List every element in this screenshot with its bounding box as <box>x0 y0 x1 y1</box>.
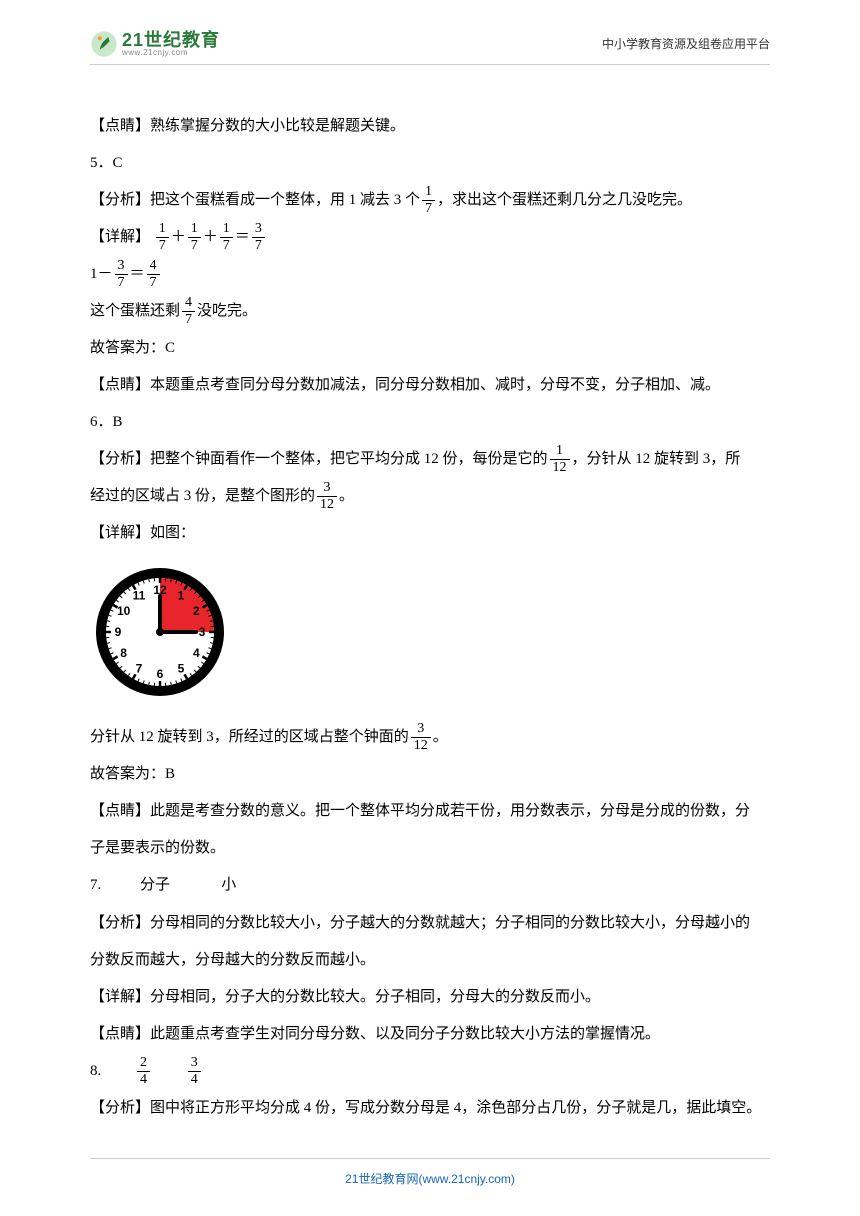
svg-text:8: 8 <box>120 646 127 660</box>
text-line: 【点睛】本题重点考查同分母分数加减法，同分母分数相加、减时，分母不变，分子相加、… <box>90 369 770 402</box>
fraction: 17 <box>188 222 201 253</box>
svg-text:9: 9 <box>115 625 122 639</box>
text-line: 【分析】把这个蛋糕看成一个整体，用 1 减去 3 个17，求出这个蛋糕还剩几分之… <box>90 184 770 217</box>
text-span: 1－ <box>90 266 113 282</box>
svg-text:3: 3 <box>199 625 206 639</box>
fraction-answer: 34 <box>186 1063 203 1079</box>
blank-answer: 分子 <box>135 869 175 903</box>
text-span: ＝ <box>130 266 145 282</box>
text-span: 【分析】把整个钟面看作一个整体，把它平均分成 12 份，每份是它的 <box>90 451 548 467</box>
page-footer: 21世纪教育网(www.21cnjy.com) <box>90 1158 770 1191</box>
svg-text:5: 5 <box>178 661 185 675</box>
logo-text: 21世纪教育 www.21cnjy.com <box>122 31 220 57</box>
fraction: 17 <box>220 222 233 253</box>
text-line: 【分析】图中将正方形平均分成 4 份，写成分数分母是 4，涂色部分占几份，分子就… <box>90 1092 770 1125</box>
text-line: 【详解】分母相同，分子大的分数比较大。分子相同，分母大的分数反而小。 <box>90 981 770 1014</box>
text-line: 【详解】 17＋17＋17＝37 <box>90 221 770 254</box>
fraction: 112 <box>550 444 570 475</box>
text-span: 分针从 12 旋转到 3，所经过的区域占整个钟面的 <box>90 729 409 745</box>
text-line: 【点睛】此题重点考查学生对同分母分数、以及同分子分数比较大小方法的掌握情况。 <box>90 1018 770 1051</box>
text-line: 【分析】分母相同的分数比较大小，分子越大的分数就越大；分子相同的分数比较大小，分… <box>90 907 770 940</box>
text-span: ，求出这个蛋糕还剩几分之几没吃完。 <box>437 192 692 208</box>
svg-text:6: 6 <box>157 667 164 681</box>
text-line: 6．B <box>90 406 770 439</box>
fraction: 47 <box>147 259 160 290</box>
fraction: 17 <box>156 222 169 253</box>
text-line: 【详解】如图： <box>90 517 770 550</box>
text-span: 8. <box>90 1063 101 1079</box>
fraction: 37 <box>115 259 128 290</box>
text-span: 这个蛋糕还剩 <box>90 303 180 319</box>
fraction: 34 <box>188 1056 201 1087</box>
text-line: 分数反而越大，分母越大的分数反而越小。 <box>90 944 770 977</box>
text-span: 。 <box>339 488 354 504</box>
fraction: 17 <box>422 185 435 216</box>
text-line: 1－37＝47 <box>90 258 770 291</box>
logo-main-text: 21世纪教育 <box>122 31 220 49</box>
clock-diagram: 121234567891011 <box>90 562 230 702</box>
header-right-text: 中小学教育资源及组卷应用平台 <box>602 32 770 56</box>
fraction: 312 <box>411 722 431 753</box>
text-line: 子是要表示的份数。 <box>90 832 770 865</box>
text-span: 【分析】把这个蛋糕看成一个整体，用 1 减去 3 个 <box>90 192 420 208</box>
text-span: 没吃完。 <box>197 303 257 319</box>
fraction-answer: 24 <box>135 1063 152 1079</box>
text-line: 【点睛】此题是考查分数的意义。把一个整体平均分成若干份，用分数表示，分母是分成的… <box>90 795 770 828</box>
document-content: 【点睛】熟练掌握分数的大小比较是解题关键。 5．C 【分析】把这个蛋糕看成一个整… <box>90 110 770 1125</box>
text-line: 【分析】把整个钟面看作一个整体，把它平均分成 12 份，每份是它的112，分针从… <box>90 443 770 476</box>
text-span: 经过的区域占 3 份，是整个图形的 <box>90 488 315 504</box>
svg-text:7: 7 <box>136 661 143 675</box>
page-header: 21世纪教育 www.21cnjy.com 中小学教育资源及组卷应用平台 <box>90 30 770 65</box>
text-line: 分针从 12 旋转到 3，所经过的区域占整个钟面的312。 <box>90 721 770 754</box>
svg-text:4: 4 <box>193 646 200 660</box>
text-line: 经过的区域占 3 份，是整个图形的312。 <box>90 480 770 513</box>
text-span: ，分针从 12 旋转到 3，所 <box>572 451 741 467</box>
text-line: 故答案为：B <box>90 758 770 791</box>
fraction: 47 <box>182 296 195 327</box>
fraction: 37 <box>252 222 265 253</box>
text-line: 8. 24 34 <box>90 1055 770 1088</box>
logo-icon <box>90 30 118 58</box>
svg-text:10: 10 <box>117 604 131 618</box>
text-span: 【详解】 <box>90 229 150 245</box>
text-line: 7. 分子 小 <box>90 869 770 903</box>
site-logo: 21世纪教育 www.21cnjy.com <box>90 30 220 58</box>
svg-text:2: 2 <box>193 604 200 618</box>
text-line: 这个蛋糕还剩47没吃完。 <box>90 295 770 328</box>
fraction: 312 <box>317 481 337 512</box>
logo-sub-text: www.21cnjy.com <box>122 49 220 57</box>
text-line: 【点睛】熟练掌握分数的大小比较是解题关键。 <box>90 110 770 143</box>
text-line: 5．C <box>90 147 770 180</box>
svg-text:11: 11 <box>133 589 146 603</box>
fraction: 24 <box>137 1056 150 1087</box>
blank-answer: 小 <box>209 869 249 903</box>
text-line: 故答案为：C <box>90 332 770 365</box>
text-span: 7. <box>90 877 101 893</box>
svg-text:1: 1 <box>178 589 185 603</box>
text-span: 。 <box>433 729 448 745</box>
